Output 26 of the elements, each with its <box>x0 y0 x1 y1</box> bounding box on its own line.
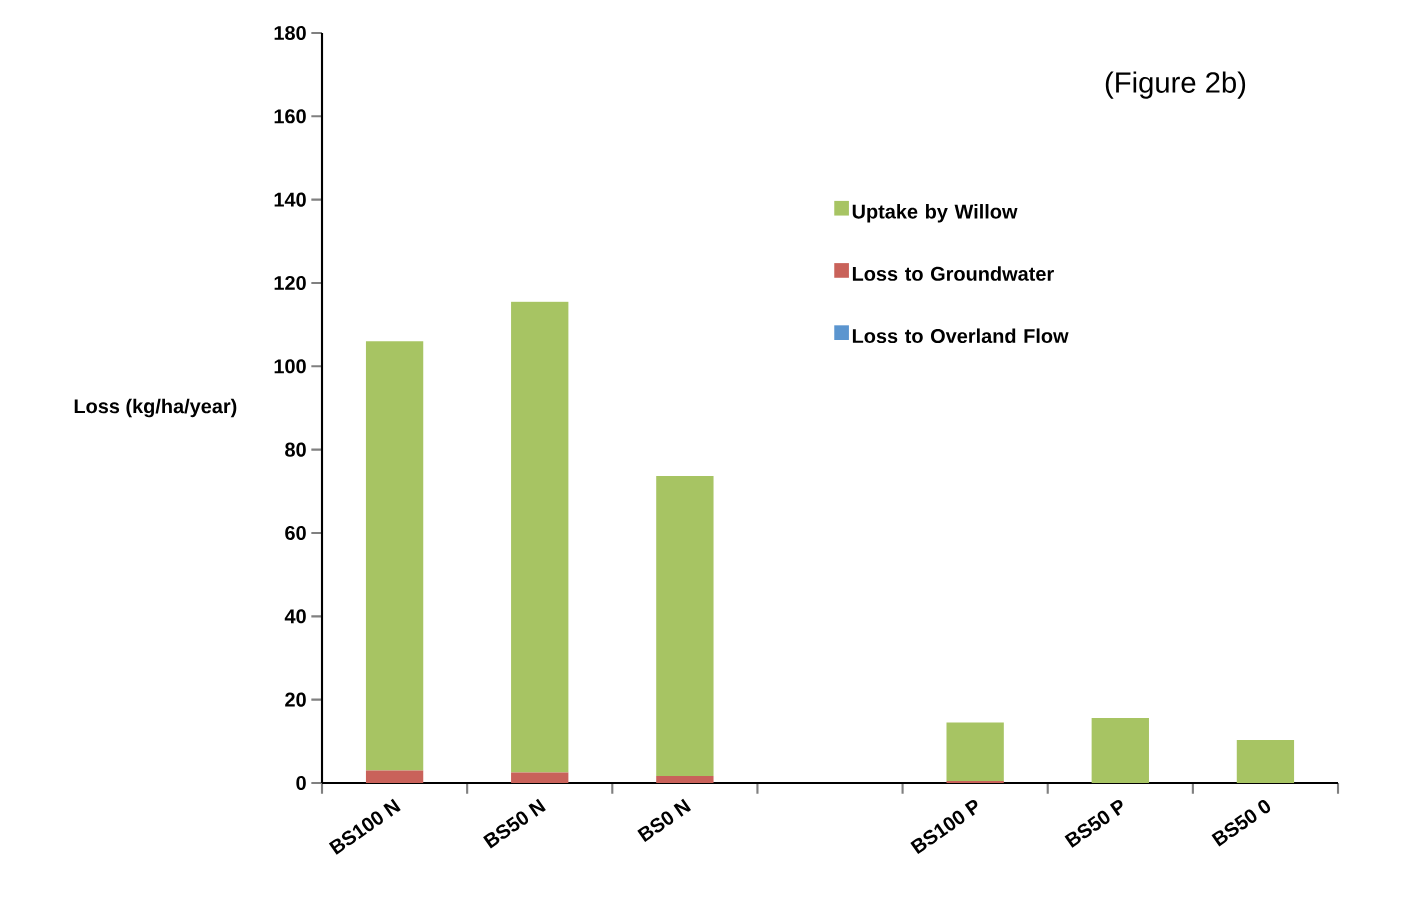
annotation: (Figure 2b) <box>1105 71 1246 99</box>
y-tick-label: 140 <box>274 192 306 207</box>
bar <box>656 475 714 776</box>
x-tick-label: BS0 N <box>637 798 692 843</box>
y-tick-label: 160 <box>274 109 306 124</box>
y-tick-label: 60 <box>285 525 306 541</box>
bar <box>656 775 714 783</box>
y-tick-label: 0 <box>296 775 306 791</box>
bar <box>511 301 569 773</box>
bar <box>1091 717 1149 783</box>
legend-label: Loss to Groundwater <box>852 266 1054 281</box>
y-tick-label: 40 <box>284 609 306 624</box>
bar <box>946 722 1004 781</box>
legend-label: Uptake by Willow <box>852 204 1018 223</box>
y-tick-label: 120 <box>274 275 306 291</box>
y-tick-label: 20 <box>285 692 306 707</box>
bar <box>1236 740 1295 783</box>
bar <box>946 780 1004 783</box>
y-axis-title: Loss (kg/ha/year) <box>74 398 237 418</box>
bar <box>511 772 569 783</box>
legend-label: Loss to Overland Flow <box>852 328 1069 344</box>
bar <box>365 341 424 771</box>
y-tick-label: 180 <box>274 25 306 41</box>
y-tick-label: 80 <box>285 442 306 457</box>
y-tick-label: 100 <box>274 359 306 374</box>
bar <box>365 770 424 783</box>
